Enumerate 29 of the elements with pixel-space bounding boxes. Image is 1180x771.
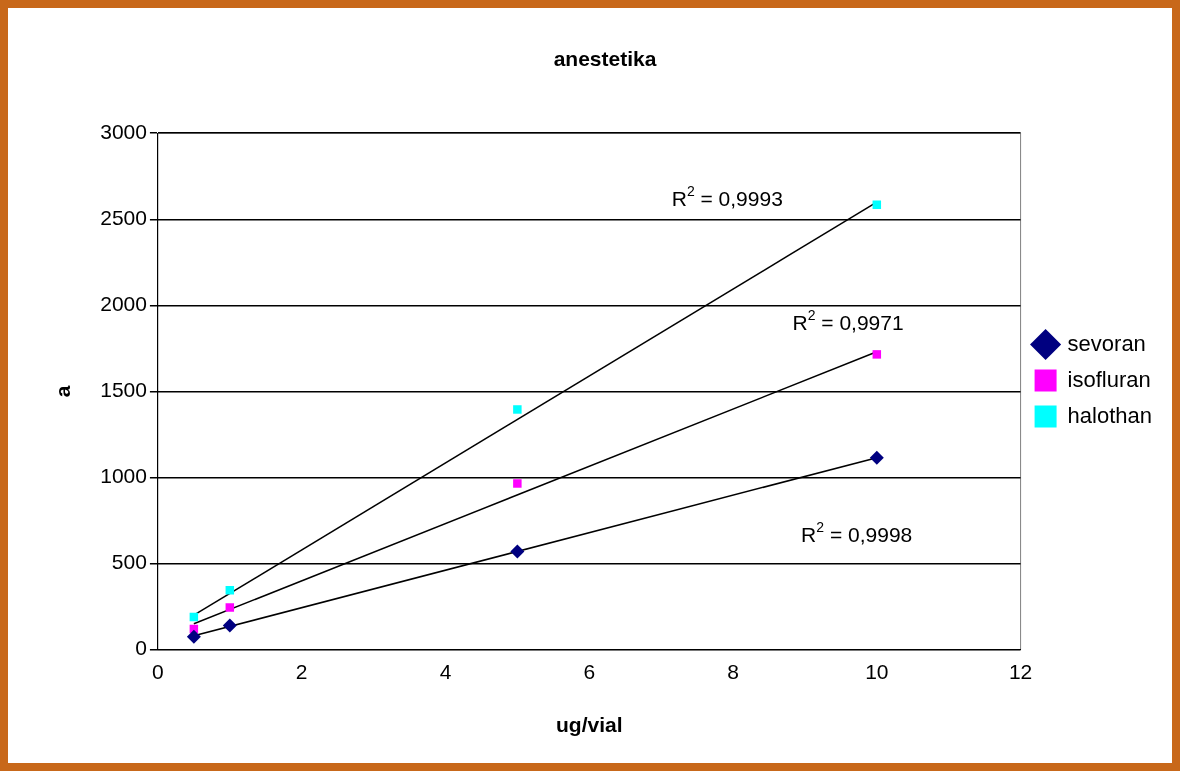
- y-tick-label: 3000: [100, 120, 147, 143]
- point: [872, 350, 882, 359]
- point: [225, 603, 235, 612]
- point: [869, 450, 884, 465]
- point: [186, 629, 201, 644]
- y-tick-label: 500: [111, 550, 147, 574]
- legend-label: halothan: [1067, 402, 1153, 428]
- x-tick-label: 6: [583, 660, 596, 683]
- point: [510, 544, 525, 559]
- y-axis-title: a: [51, 385, 75, 398]
- y-tick-label: 1500: [100, 378, 147, 402]
- x-tick-label: 4: [439, 660, 452, 683]
- x-tick-label: 0: [152, 660, 164, 683]
- legend-label: sevoran: [1067, 330, 1146, 356]
- point: [513, 479, 522, 488]
- chart-title: anestetika: [553, 47, 657, 71]
- x-tick-label: 10: [865, 660, 889, 683]
- y-tick-label: 2500: [100, 206, 147, 230]
- point: [872, 200, 882, 209]
- y-tick-label: 2000: [100, 292, 147, 316]
- point: [222, 618, 237, 633]
- y-tick-label: 0: [135, 636, 147, 660]
- point: [513, 405, 522, 414]
- legend-label: isofluran: [1067, 366, 1151, 392]
- x-axis-title: ug/vial: [555, 713, 623, 737]
- x-tick-label: 2: [295, 660, 308, 683]
- x-tick-label: 8: [727, 660, 739, 683]
- y-tick-label: 1000: [100, 464, 147, 488]
- x-tick-label: 12: [1008, 660, 1033, 683]
